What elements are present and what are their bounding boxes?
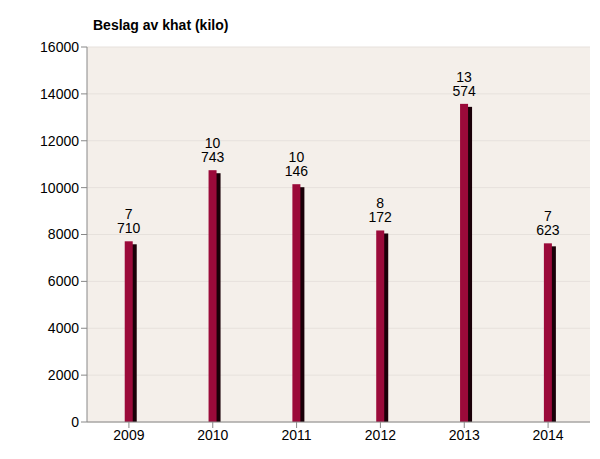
svg-text:7623: 7623 [536,208,560,238]
svg-text:12000: 12000 [40,133,79,149]
svg-text:2013: 2013 [449,427,480,443]
svg-text:10000: 10000 [40,180,79,196]
svg-text:8172: 8172 [369,195,393,225]
svg-text:2000: 2000 [48,367,79,383]
svg-text:6000: 6000 [48,273,79,289]
svg-text:13574: 13574 [452,69,476,99]
svg-text:2009: 2009 [113,427,144,443]
svg-text:14000: 14000 [40,86,79,102]
svg-text:8000: 8000 [48,226,79,242]
svg-text:2011: 2011 [282,427,312,443]
svg-text:7710: 7710 [117,206,141,236]
svg-text:2012: 2012 [365,427,396,443]
svg-text:16000: 16000 [40,39,79,55]
svg-text:2014: 2014 [533,427,564,443]
svg-text:0: 0 [71,414,79,430]
svg-text:2010: 2010 [197,427,228,443]
svg-text:10146: 10146 [285,149,309,179]
html-text:Beslag av khat (kilo): Beslag av khat (kilo) [93,17,229,33]
svg-text:4000: 4000 [48,320,79,336]
svg-text:10743: 10743 [201,135,225,165]
